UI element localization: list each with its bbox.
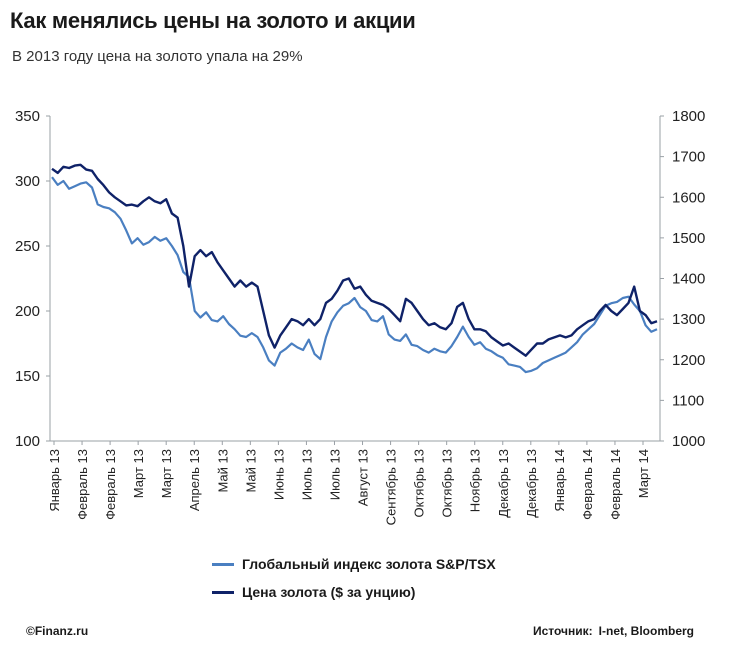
- chart-title: Как менялись цены на золото и акции: [10, 8, 416, 33]
- x-axis-tick-label: Январь 13: [47, 449, 62, 512]
- chart-legend: Глобальный индекс золота S&P/TSX Цена зо…: [212, 550, 496, 606]
- brand-label: ©Finanz.ru: [26, 624, 89, 638]
- x-axis-tick-label: Февраль 13: [75, 449, 90, 520]
- x-axis-tick-label: Февраль 13: [103, 449, 118, 520]
- left-axis-tick-label: 250: [15, 238, 40, 255]
- x-axis-tick-label: Октябрь 13: [440, 449, 455, 517]
- x-axis-tick-label: Май 13: [243, 449, 258, 493]
- x-axis-tick-label: Ноябрь 13: [468, 449, 483, 512]
- right-axis-tick-label: 1100: [672, 392, 704, 409]
- right-axis-tick-label: 1300: [672, 311, 705, 328]
- x-axis-tick-label: Февраль 14: [608, 449, 623, 520]
- x-axis-tick-label: Декабрь 13: [496, 449, 511, 518]
- x-axis-tick-label: Март 14: [636, 449, 651, 498]
- x-axis-tick-label: Май 13: [215, 449, 230, 493]
- x-axis-tick-label: Январь 14: [552, 449, 567, 512]
- left-axis-tick-label: 300: [15, 173, 40, 190]
- right-axis-tick-label: 1200: [672, 352, 705, 369]
- right-axis-tick-label: 1800: [672, 108, 705, 125]
- x-axis-tick-label: Декабрь 13: [524, 449, 539, 518]
- x-axis-tick-label: Октябрь 13: [412, 449, 427, 517]
- x-axis-tick-label: Июнь 13: [271, 449, 286, 500]
- series-line-gold-index: [51, 176, 658, 374]
- right-axis-tick-label: 1000: [672, 433, 705, 450]
- left-axis-tick-label: 200: [15, 303, 40, 320]
- left-axis-tick-label: 100: [15, 433, 40, 450]
- x-axis-tick-label: Февраль 14: [580, 449, 595, 520]
- x-axis-tick-label: Сентябрь 13: [384, 449, 399, 525]
- legend-label-gold-price: Цена золота ($ за унцию): [242, 584, 416, 600]
- x-axis-tick-label: Март 13: [159, 449, 174, 498]
- series-line-gold-price: [51, 163, 658, 357]
- chart-subtitle: В 2013 году цена на золото упала на 29%: [12, 48, 303, 65]
- x-axis-tick-label: Март 13: [131, 449, 146, 498]
- x-axis-tick-label: Июль 13: [327, 449, 342, 500]
- legend-item-gold-price: Цена золота ($ за унцию): [212, 578, 496, 606]
- legend-swatch-gold-index: [212, 562, 234, 566]
- source-label: Источник:: [533, 624, 593, 638]
- legend-swatch-gold-price: [212, 590, 234, 594]
- left-axis-tick-label: 350: [15, 108, 40, 125]
- source-value: I-net, Bloomberg: [598, 624, 694, 638]
- right-axis-tick-label: 1600: [672, 189, 705, 206]
- right-axis-tick-label: 1500: [672, 230, 705, 247]
- x-axis-tick-label: Апрель 13: [187, 449, 202, 511]
- x-axis-tick-label: Август 13: [356, 449, 371, 506]
- legend-item-gold-index: Глобальный индекс золота S&P/TSX: [212, 550, 496, 578]
- x-axis-tick-label: Июль 13: [299, 449, 314, 500]
- right-axis-tick-label: 1700: [672, 149, 705, 166]
- source-note: Источник: I-net, Bloomberg: [533, 624, 700, 638]
- right-axis-tick-label: 1400: [672, 271, 705, 288]
- legend-label-gold-index: Глобальный индекс золота S&P/TSX: [242, 556, 496, 572]
- left-axis-tick-label: 150: [15, 368, 40, 385]
